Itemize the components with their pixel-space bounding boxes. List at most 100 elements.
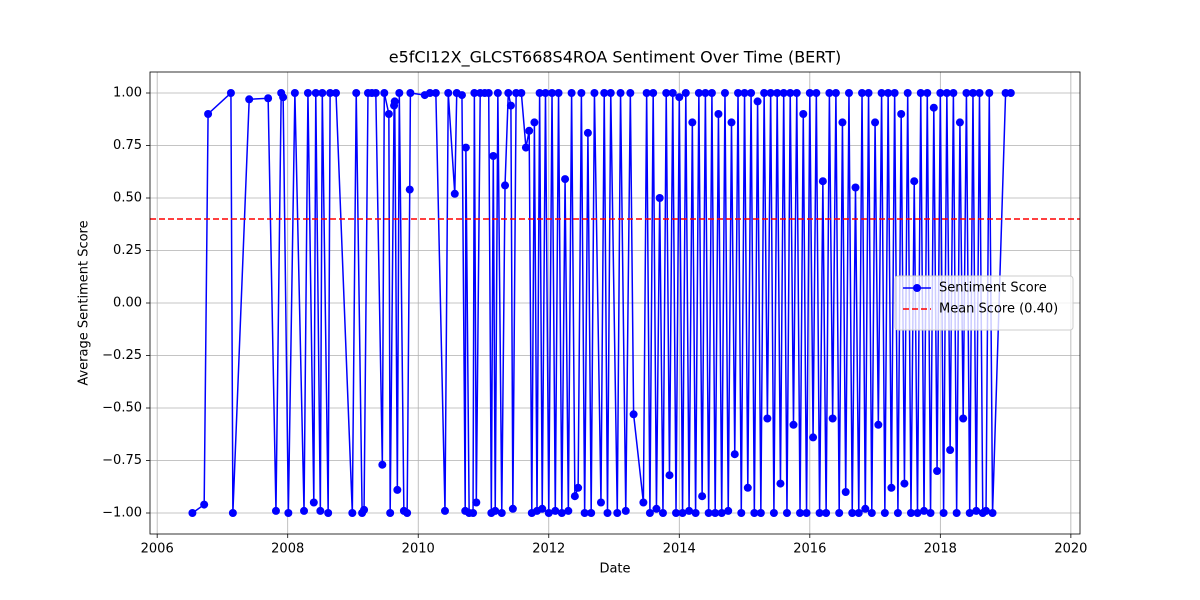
data-point [747,89,756,97]
data-point [318,89,327,97]
data-point [815,509,824,517]
data-point [300,506,309,515]
data-point [245,95,254,104]
x-axis-label: Date [599,562,630,577]
data-point [204,110,213,118]
data-point [760,89,769,97]
data-point [848,509,857,517]
data-point [613,509,622,517]
data-point [290,89,299,97]
data-point [668,89,677,97]
data-point [959,414,968,423]
data-point [763,414,772,423]
data-point [858,89,867,97]
y-tick-label: −0.75 [102,453,142,468]
data-point [504,89,513,97]
data-point [884,89,893,97]
data-point [734,89,743,97]
data-point [600,89,609,97]
data-point [756,509,765,517]
data-point [871,118,880,127]
x-tick-label: 2016 [793,542,826,557]
data-point [975,89,984,97]
data-point [450,189,459,198]
plot-area [150,89,1080,517]
x-tick-label: 2020 [1054,542,1087,557]
data-point [501,181,510,190]
data-point [854,509,863,517]
data-point [309,498,318,507]
data-point [955,118,964,127]
data-point [228,509,237,517]
data-point [596,498,605,507]
data-point [985,89,994,97]
data-point [497,509,506,517]
data-point [737,509,746,517]
data-point [561,175,570,184]
data-point [603,509,612,517]
data-point [626,89,635,97]
y-tick-label: 0.25 [113,243,142,258]
data-point [789,420,798,429]
data-point [403,509,412,517]
data-point [279,93,288,102]
data-point [425,89,434,97]
data-point [284,509,293,517]
data-point [965,509,974,517]
data-point [469,509,478,517]
data-point [949,89,958,97]
data-point [773,89,782,97]
data-point [271,506,280,515]
data-point [574,483,583,492]
data-point [782,509,791,517]
data-point [838,118,847,127]
data-point [380,89,389,97]
data-point [541,89,550,97]
data-point [395,89,404,97]
data-point [825,89,834,97]
data-point [642,89,651,97]
data-point [587,509,596,517]
y-tick-label: 0.00 [113,296,142,311]
data-point [264,94,273,103]
data-point [554,89,563,97]
data-point [786,89,795,97]
data-point [988,509,997,517]
data-point [590,89,599,97]
data-point [887,483,896,492]
data-point [792,89,801,97]
data-point [936,89,945,97]
data-point [655,194,664,202]
legend-label: Sentiment Score [939,281,1047,296]
data-point [535,89,544,97]
data-point [841,488,850,496]
data-point [226,89,235,97]
data-point [890,89,899,97]
legend-label: Mean Score (0.40) [939,302,1058,317]
data-point [730,450,739,459]
data-point [525,126,534,135]
data-point [470,89,479,97]
data-point [982,506,991,515]
data-point [378,460,387,469]
data-point [805,89,814,97]
x-tick-label: 2010 [402,542,435,557]
data-point [675,93,684,102]
x-tick-label: 2008 [271,542,304,557]
data-point [557,509,566,517]
data-point [939,509,948,517]
data-point [326,89,335,97]
data-point [629,410,638,419]
data-point [564,506,573,515]
y-axis-label: Average Sentiment Score [77,220,92,385]
data-point [386,509,395,517]
data-point [489,152,498,160]
x-tick-label: 2018 [924,542,957,557]
data-point [809,433,818,442]
data-point [802,509,811,517]
data-point [583,128,592,137]
data-point [831,89,840,97]
data-point [570,492,579,501]
data-point [704,509,713,517]
